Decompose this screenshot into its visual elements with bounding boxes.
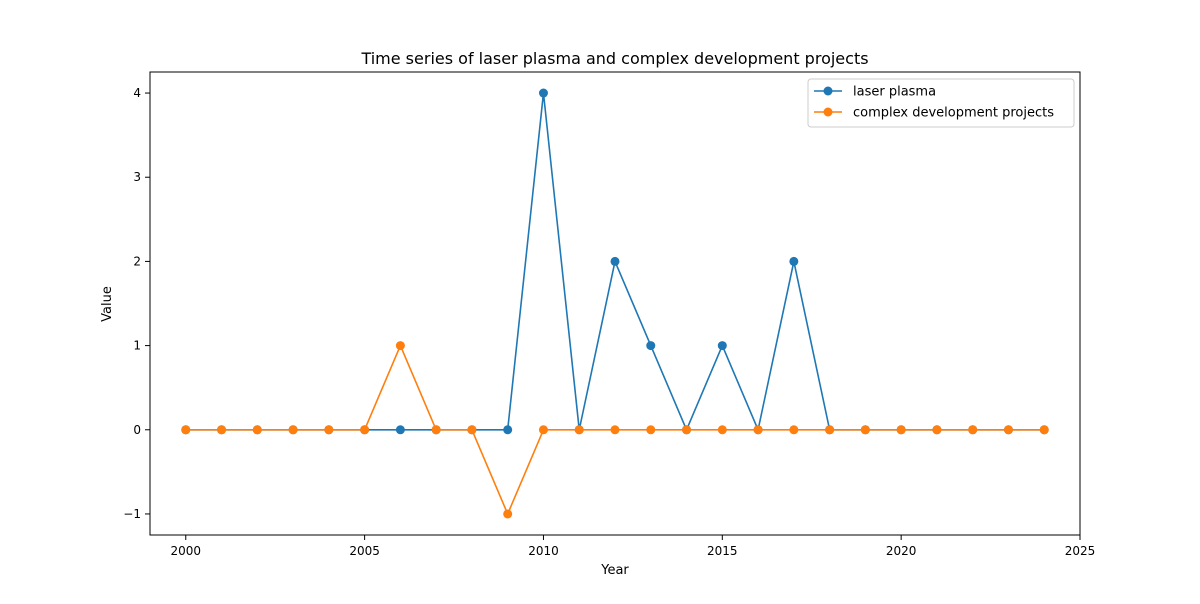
data-point xyxy=(717,341,727,351)
x-tick-label: 2020 xyxy=(886,544,917,558)
data-point xyxy=(610,256,620,266)
data-point xyxy=(288,425,298,435)
data-point xyxy=(538,88,548,98)
data-point xyxy=(503,425,513,435)
legend-label-0: laser plasma xyxy=(853,85,936,100)
y-axis-label: Value xyxy=(100,286,115,322)
data-point xyxy=(896,425,906,435)
chart-title: Time series of laser plasma and complex … xyxy=(360,49,868,68)
data-point xyxy=(360,425,370,435)
data-point xyxy=(753,425,763,435)
data-point xyxy=(252,425,262,435)
legend-marker-0 xyxy=(823,86,833,96)
y-tick-label: 4 xyxy=(133,86,141,100)
x-axis: 2000 2005 2010 2015 2020 2025 xyxy=(170,535,1095,558)
data-point xyxy=(181,425,191,435)
legend-label-1: complex development projects xyxy=(853,106,1054,121)
data-point xyxy=(503,509,513,519)
data-point xyxy=(682,425,692,435)
data-point xyxy=(789,425,799,435)
legend-box xyxy=(807,78,1075,128)
data-point xyxy=(1039,425,1049,435)
data-point xyxy=(932,425,942,435)
x-tick-label: 2000 xyxy=(170,544,201,558)
data-point xyxy=(217,425,227,435)
data-point xyxy=(610,425,620,435)
data-point xyxy=(574,425,584,435)
y-tick-label: 0 xyxy=(133,423,141,437)
data-point xyxy=(395,425,405,435)
data-point xyxy=(1003,425,1013,435)
data-point xyxy=(646,341,656,351)
axes-frame xyxy=(149,71,1081,536)
y-tick-label: 3 xyxy=(133,170,141,184)
data-point xyxy=(646,425,656,435)
x-tick-label: 2005 xyxy=(349,544,380,558)
data-point xyxy=(431,425,441,435)
x-tick-label: 2025 xyxy=(1065,544,1096,558)
plot-area xyxy=(149,71,1081,536)
data-point xyxy=(860,425,870,435)
y-axis: −1 0 1 2 3 4 xyxy=(123,86,150,521)
y-tick-label: −1 xyxy=(123,507,141,521)
data-point xyxy=(395,341,405,351)
data-point xyxy=(717,425,727,435)
x-tick-label: 2010 xyxy=(528,544,559,558)
data-point xyxy=(789,256,799,266)
legend: laser plasma complex development projects xyxy=(807,78,1075,128)
data-point xyxy=(825,425,835,435)
data-point xyxy=(324,425,334,435)
x-tick-label: 2015 xyxy=(707,544,738,558)
data-point xyxy=(968,425,978,435)
legend-marker-1 xyxy=(823,107,833,117)
y-tick-label: 2 xyxy=(133,254,141,268)
data-point xyxy=(538,425,548,435)
x-axis-label: Year xyxy=(600,563,629,578)
y-tick-label: 1 xyxy=(133,339,141,353)
data-point xyxy=(467,425,477,435)
